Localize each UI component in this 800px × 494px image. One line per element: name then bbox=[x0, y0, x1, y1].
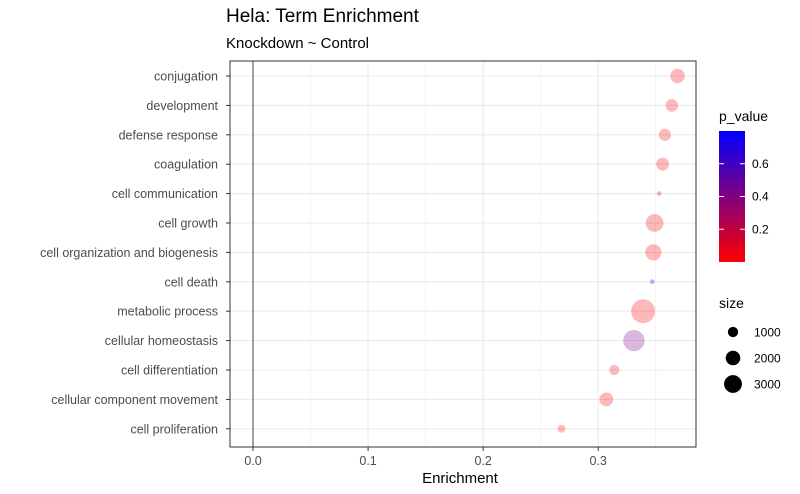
x-axis-title: Enrichment bbox=[422, 470, 499, 487]
x-tick-label: 0.3 bbox=[590, 454, 607, 468]
y-tick-label: cell organization and biogenesis bbox=[40, 246, 218, 260]
y-tick-label: coagulation bbox=[154, 158, 218, 172]
color-legend-title: p_value bbox=[719, 108, 768, 124]
y-tick-label: cellular homeostasis bbox=[105, 334, 218, 348]
panel-border bbox=[229, 60, 697, 448]
point-coagulation bbox=[656, 157, 669, 171]
chart-subtitle: Knockdown ~ Control bbox=[226, 35, 369, 52]
y-tick-label: cell communication bbox=[112, 187, 218, 201]
point-cell-growth bbox=[645, 214, 664, 232]
y-tick-label: conjugation bbox=[154, 70, 218, 84]
point-cellular-component-movement bbox=[599, 392, 614, 407]
point-cell-death bbox=[649, 279, 655, 285]
data-points bbox=[557, 68, 685, 433]
point-cellular-homeostasis bbox=[623, 329, 645, 352]
y-tick-label: cell differentiation bbox=[121, 364, 218, 378]
size-legend: size 1000 2000 3000 bbox=[719, 295, 781, 393]
size-legend-label: 3000 bbox=[754, 378, 781, 392]
size-legend-label: 1000 bbox=[754, 326, 781, 340]
y-tick-label: cellular component movement bbox=[51, 393, 218, 407]
size-legend-dot bbox=[724, 375, 742, 393]
point-cell-communication bbox=[656, 191, 662, 197]
grid bbox=[230, 61, 696, 447]
point-defense-response bbox=[658, 128, 672, 141]
point-metabolic-process bbox=[631, 299, 656, 324]
x-tick-label: 0.0 bbox=[244, 454, 261, 468]
chart-title: Hela: Term Enrichment bbox=[226, 6, 420, 27]
point-cell-differentiation bbox=[609, 364, 620, 376]
point-development bbox=[665, 99, 679, 112]
color-legend: p_value 0.2 0.4 0.6 bbox=[719, 108, 769, 262]
color-legend-tick-label: 0.2 bbox=[752, 222, 769, 236]
color-legend-tick-label: 0.6 bbox=[752, 157, 769, 171]
y-tick-label: metabolic process bbox=[117, 305, 218, 319]
point-conjugation bbox=[670, 68, 685, 84]
y-tick-label: cell growth bbox=[158, 217, 218, 231]
x-axis: 0.0 0.1 0.2 0.3 bbox=[244, 447, 607, 468]
y-tick-label: cell death bbox=[164, 275, 218, 289]
x-tick-label: 0.2 bbox=[474, 454, 491, 468]
category-axis: conjugation development defense response co… bbox=[40, 70, 230, 436]
size-legend-dot bbox=[727, 326, 739, 338]
point-cell-proliferation bbox=[557, 424, 566, 433]
size-legend-dot bbox=[725, 350, 741, 366]
y-tick-label: defense response bbox=[119, 128, 218, 142]
size-legend-title: size bbox=[719, 295, 744, 311]
color-legend-tick-label: 0.4 bbox=[752, 190, 769, 204]
y-tick-label: development bbox=[146, 99, 218, 113]
size-legend-label: 2000 bbox=[754, 352, 781, 366]
y-tick-label: cell proliferation bbox=[130, 422, 218, 436]
x-tick-label: 0.1 bbox=[359, 454, 376, 468]
point-cell-organization-and-biogenesis bbox=[645, 244, 662, 261]
